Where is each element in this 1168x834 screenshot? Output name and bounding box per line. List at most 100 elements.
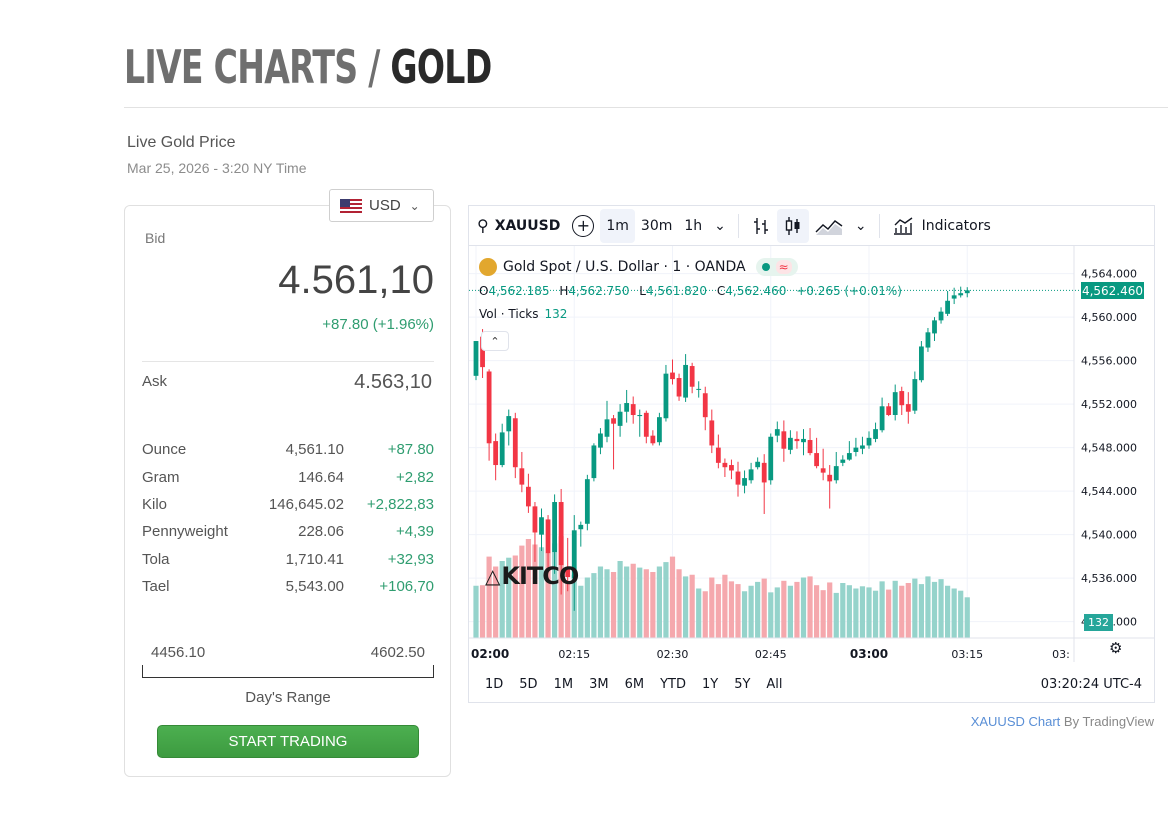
- last-price-tag: 4,562.460: [1081, 282, 1144, 299]
- chart-clock[interactable]: 03:20:24 UTC-4: [1040, 676, 1142, 692]
- bars-style-button[interactable]: [745, 209, 777, 243]
- kitco-watermark-logo: △ KITCO: [485, 562, 579, 590]
- start-trading-button[interactable]: START TRADING: [157, 725, 419, 758]
- volume-bar: [827, 582, 833, 638]
- candle-body: [539, 517, 544, 535]
- interval-1h[interactable]: 1h: [684, 217, 703, 234]
- legend-collapse-button[interactable]: ⌃: [481, 331, 509, 351]
- candle-body: [604, 419, 610, 437]
- bid-value: 4.561,10: [278, 258, 434, 302]
- chart-settings-icon[interactable]: ⚙: [1109, 639, 1123, 657]
- live-price-label: Live Gold Price: [127, 134, 236, 151]
- x-axis-tick-label: 03:15: [951, 648, 983, 661]
- chevron-up-icon: ⌃: [490, 334, 500, 348]
- unit-name: Tola: [142, 551, 170, 568]
- y-axis-tick-label: 4,544.000: [1081, 485, 1137, 498]
- bid-label: Bid: [145, 230, 166, 246]
- page-title-section: LIVE CHARTS /: [124, 40, 391, 94]
- candle-body: [958, 293, 964, 296]
- chevron-down-icon: ⌄: [409, 198, 420, 213]
- volume-bar: [892, 580, 898, 638]
- interval-1m[interactable]: 1m: [600, 208, 635, 243]
- currency-select[interactable]: USD ⌄: [329, 189, 434, 222]
- unit-change: +2,82: [396, 469, 434, 486]
- candle-body: [964, 290, 970, 294]
- day-range-low: 4456.10: [151, 644, 206, 661]
- volume-bar: [532, 544, 538, 638]
- volume-bar: [493, 566, 499, 638]
- candle-body: [532, 506, 538, 533]
- candle-body: [493, 441, 499, 466]
- range-1d[interactable]: 1D: [485, 676, 504, 692]
- candle-body: [578, 524, 584, 530]
- chart-type-dropdown[interactable]: ⌄: [849, 209, 873, 243]
- indicators-icon: [893, 216, 913, 235]
- candle-body: [683, 364, 688, 398]
- x-axis-tick-label: 02:30: [657, 648, 689, 661]
- candle-body: [735, 471, 741, 485]
- range-5d[interactable]: 5D: [519, 676, 538, 692]
- candle-body: [598, 433, 603, 448]
- unit-change: +106,70: [379, 578, 434, 595]
- symbol-search[interactable]: ⚲ XAUUSD: [469, 209, 566, 243]
- candle-body: [611, 418, 616, 424]
- volume-bar: [846, 585, 852, 638]
- volume-bar: [781, 580, 787, 638]
- volume-bar: [879, 581, 885, 638]
- candle-body: [879, 406, 885, 431]
- volume-bar: [637, 567, 643, 638]
- delayed-data-icon: ≈: [775, 260, 792, 274]
- indicators-button[interactable]: Indicators: [886, 209, 997, 243]
- range-5y[interactable]: 5Y: [734, 676, 751, 692]
- range-3m[interactable]: 3M: [589, 676, 609, 692]
- volume-bar: [748, 585, 754, 638]
- currency-value: USD: [369, 197, 401, 214]
- day-range-high: 4602.50: [370, 644, 425, 661]
- range-1y[interactable]: 1Y: [701, 676, 719, 692]
- tradingview-attribution[interactable]: XAUUSD Chart By TradingView: [971, 714, 1154, 729]
- candle-body: [519, 468, 525, 485]
- y-axis-tick-label: 4,552.000: [1081, 398, 1137, 411]
- candles-style-button[interactable]: [776, 208, 809, 243]
- volume-bar: [610, 572, 617, 638]
- ohlc-close: 4,562.460: [725, 284, 787, 298]
- volume-bar: [702, 591, 708, 638]
- range-6m[interactable]: 6M: [624, 676, 645, 692]
- volume-bar: [630, 563, 636, 638]
- candle-body: [788, 437, 793, 450]
- candle-body: [499, 432, 505, 466]
- range-all[interactable]: All: [766, 676, 783, 692]
- range-1m[interactable]: 1M: [553, 676, 574, 692]
- candle-body: [761, 462, 767, 483]
- candle-body: [480, 336, 485, 368]
- candle-body: [827, 474, 833, 482]
- volume-bar: [624, 566, 630, 638]
- volume-bar: [925, 576, 931, 638]
- candle-body: [702, 393, 708, 418]
- area-style-button[interactable]: [809, 209, 849, 243]
- candle-body: [951, 295, 957, 299]
- market-status-badge[interactable]: ≈: [755, 258, 798, 276]
- volume-bar: [833, 592, 839, 638]
- unit-change: +2,822,83: [366, 496, 434, 513]
- interval-30m[interactable]: 30m: [640, 217, 673, 234]
- interval-dropdown[interactable]: ⌄: [708, 209, 732, 243]
- attribution-link[interactable]: XAUUSD Chart: [970, 714, 1061, 729]
- volume-bar: [525, 539, 531, 638]
- unit-price: 1,710.41: [285, 551, 344, 568]
- volume-bar: [853, 588, 859, 638]
- candle-body: [905, 404, 911, 412]
- volume-label: Vol · Ticks: [479, 307, 539, 321]
- unit-change: +32,93: [387, 551, 434, 568]
- range-ytd[interactable]: YTD: [660, 676, 686, 692]
- candle-body: [919, 346, 924, 381]
- candle-body: [715, 447, 721, 463]
- unit-name: Gram: [142, 469, 180, 486]
- tradingview-chart[interactable]: ⚲ XAUUSD + 1m 30m 1h ⌄ ⌄ Indicators 4,564…: [468, 205, 1155, 703]
- compare-button[interactable]: +: [566, 209, 600, 243]
- volume-bar: [768, 592, 774, 638]
- candle-body: [807, 440, 813, 454]
- price-chart-canvas[interactable]: 4,564.000 4,560.000 4,556.000 4,552.000 4,54…: [469, 246, 1154, 666]
- card-divider: [142, 361, 434, 362]
- chart-range-bar: 1D 5D 1M 3M 6M YTD 1Y 5Y All 03:20:24 UT…: [469, 666, 1154, 702]
